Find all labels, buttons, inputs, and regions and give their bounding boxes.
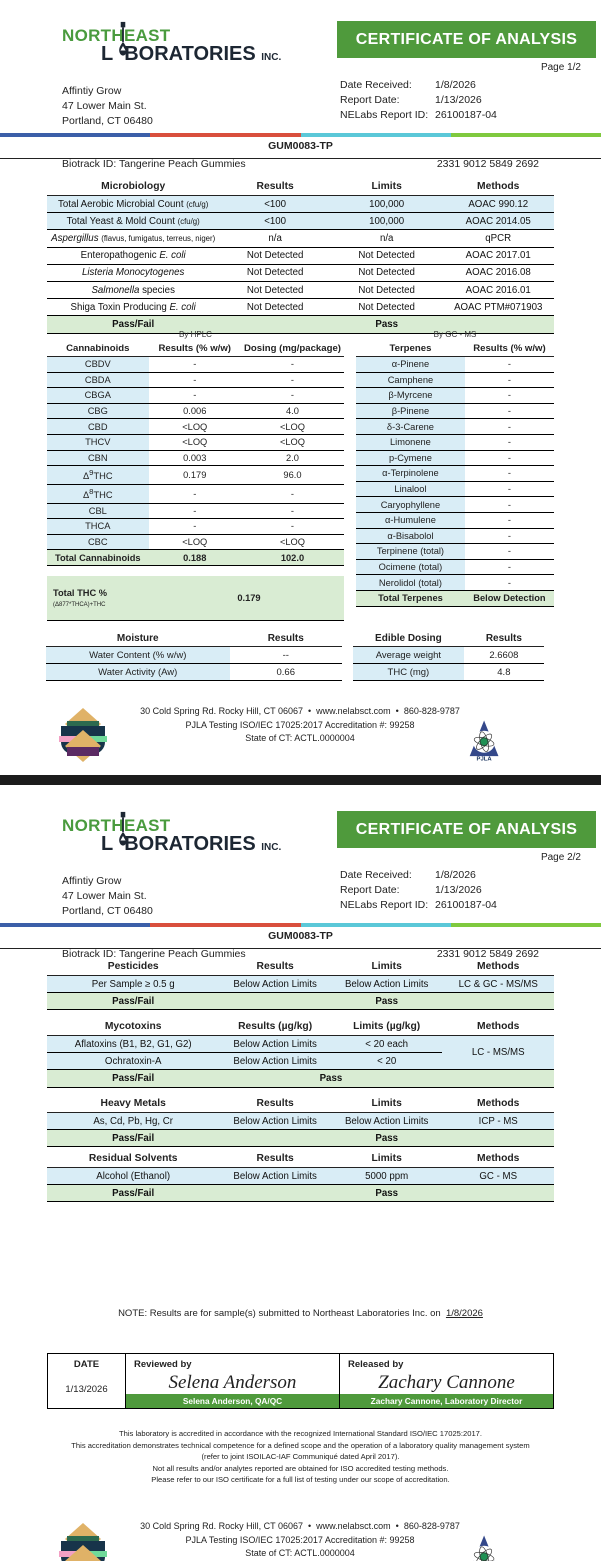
svg-text:PJLA: PJLA — [477, 756, 493, 762]
